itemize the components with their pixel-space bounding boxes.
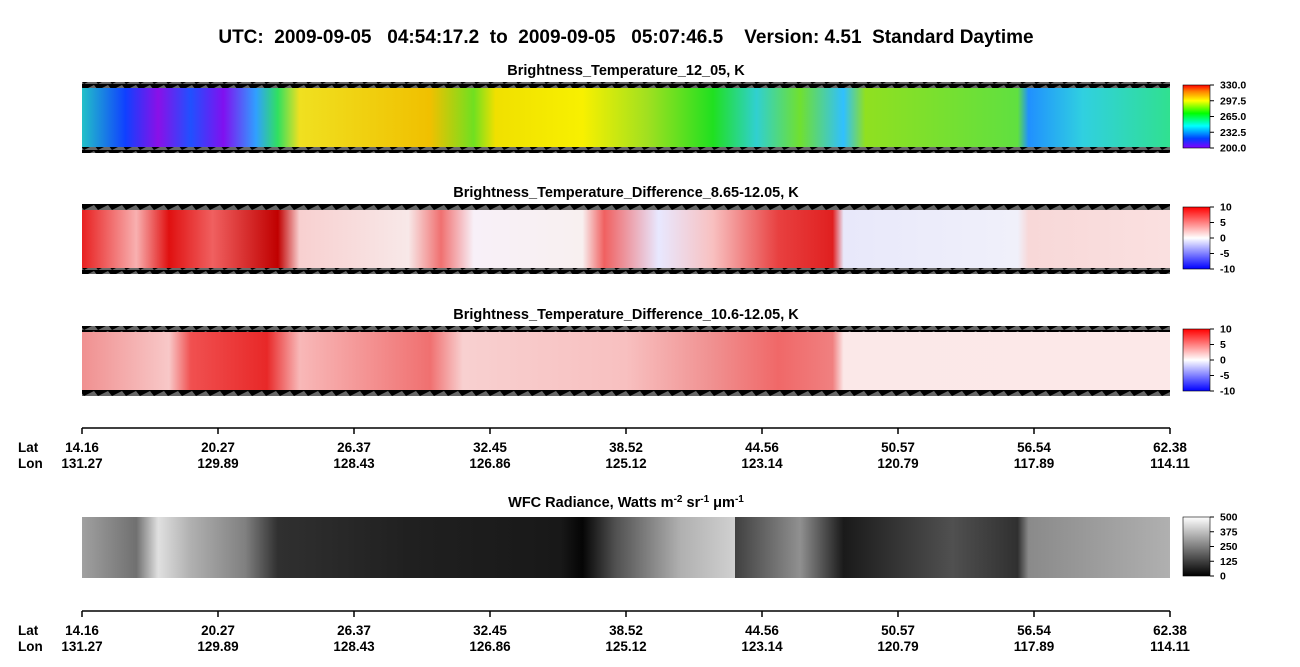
colorbar-tick-label: -10 — [1220, 386, 1235, 398]
panel-image — [82, 207, 1170, 271]
lat-label: Lat — [18, 623, 39, 638]
lat-tick-label: 14.16 — [65, 440, 99, 455]
colorbar-tick-label: 375 — [1220, 526, 1238, 538]
panel-image — [82, 85, 1170, 150]
panel-image — [82, 517, 1170, 578]
scan-edge — [82, 268, 1170, 274]
lat-tick-label: 20.27 — [201, 623, 235, 638]
lat-tick-label: 32.45 — [473, 623, 507, 638]
lon-tick-label: 131.27 — [61, 456, 102, 471]
colorbar — [1182, 328, 1211, 392]
lon-tick-label: 120.79 — [877, 456, 918, 471]
lat-tick-label: 26.37 — [337, 440, 371, 455]
lon-tick-label: 117.89 — [1014, 456, 1055, 471]
title-part: WFC Radiance, Watts m — [508, 495, 673, 511]
colorbar — [1182, 206, 1211, 270]
colorbar-tick-label: 500 — [1220, 512, 1238, 524]
lat-tick-label: 32.45 — [473, 440, 507, 455]
lat-tick-label: 38.52 — [609, 623, 643, 638]
title-part: sr — [682, 495, 700, 511]
lat-tick-label: 20.27 — [201, 440, 235, 455]
title-part: -2 — [674, 494, 683, 505]
panel-title: Brightness_Temperature_12_05, K — [507, 63, 745, 79]
title-part: -1 — [735, 494, 744, 505]
lat-tick-label: 62.38 — [1153, 623, 1187, 638]
colorbar-tick-label: 5 — [1220, 217, 1226, 229]
colorbar — [1182, 516, 1211, 577]
lon-tick-label: 114.11 — [1150, 639, 1190, 654]
lon-tick-label: 125.12 — [605, 639, 646, 654]
colorbar — [1182, 84, 1211, 149]
lon-tick-label: 114.11 — [1150, 456, 1190, 471]
panel-title: Brightness_Temperature_Difference_10.6-1… — [453, 307, 799, 323]
lon-tick-label: 117.89 — [1014, 639, 1055, 654]
colorbar-tick-label: -10 — [1220, 264, 1235, 276]
colorbar-tick-label: 10 — [1220, 202, 1232, 214]
colorbar-tick-label: 330.0 — [1220, 80, 1246, 92]
colorbar-tick-label: 5 — [1220, 339, 1226, 351]
lon-label: Lon — [18, 639, 43, 654]
colorbar-tick-label: 0 — [1220, 233, 1226, 245]
panel-image — [82, 329, 1170, 393]
panel-title: Brightness_Temperature_Difference_8.65-1… — [453, 185, 799, 201]
lon-tick-label: 123.14 — [741, 456, 783, 471]
scan-edge — [82, 82, 1170, 88]
colorbar-tick-label: 125 — [1220, 556, 1238, 568]
lon-label: Lon — [18, 456, 43, 471]
scan-edge — [82, 326, 1170, 332]
lat-tick-label: 44.56 — [745, 440, 779, 455]
panels: Brightness_Temperature_12_05, K 330.0 297.… — [18, 63, 1246, 654]
lat-label: Lat — [18, 440, 39, 455]
lat-tick-label: 14.16 — [65, 623, 99, 638]
lat-tick-label: 56.54 — [1017, 440, 1051, 455]
lat-tick-label: 26.37 — [337, 623, 371, 638]
panel-title: WFC Radiance, Watts m-2 sr-1 μm-1 — [508, 494, 744, 512]
lat-tick-label: 38.52 — [609, 440, 643, 455]
colorbar-tick-label: -5 — [1220, 370, 1229, 382]
scan-edge — [82, 390, 1170, 396]
lat-tick-label: 50.57 — [881, 623, 915, 638]
lat-tick-label: 44.56 — [745, 623, 779, 638]
colorbar-tick-label: 10 — [1220, 324, 1232, 336]
scan-edge — [82, 147, 1170, 153]
colorbar-tick-label: 297.5 — [1220, 95, 1246, 107]
lon-tick-label: 129.89 — [197, 639, 238, 654]
colorbar-tick-label: -5 — [1220, 248, 1229, 260]
lat-tick-label: 50.57 — [881, 440, 915, 455]
colorbar-tick-label: 200.0 — [1220, 143, 1246, 155]
title-part: -1 — [700, 494, 709, 505]
figure-title: UTC: 2009-09-05 04:54:17.2 to 2009-09-05… — [218, 27, 1033, 48]
lon-tick-label: 120.79 — [877, 639, 918, 654]
lat-tick-label: 62.38 — [1153, 440, 1187, 455]
lon-tick-label: 131.27 — [61, 639, 102, 654]
title-part: μm — [709, 495, 735, 511]
scan-edge — [82, 204, 1170, 210]
lon-tick-label: 125.12 — [605, 456, 646, 471]
colorbar-tick-label: 0 — [1220, 571, 1226, 583]
lon-tick-label: 128.43 — [333, 639, 375, 654]
colorbar-tick-label: 250 — [1220, 541, 1238, 553]
lat-tick-label: 56.54 — [1017, 623, 1051, 638]
lon-tick-label: 128.43 — [333, 456, 375, 471]
lon-tick-label: 129.89 — [197, 456, 238, 471]
lon-tick-label: 126.86 — [469, 639, 511, 654]
lon-tick-label: 123.14 — [741, 639, 783, 654]
colorbar-tick-label: 0 — [1220, 355, 1226, 367]
lon-tick-label: 126.86 — [469, 456, 511, 471]
colorbar-tick-label: 232.5 — [1220, 127, 1246, 139]
colorbar-tick-label: 265.0 — [1220, 111, 1246, 123]
